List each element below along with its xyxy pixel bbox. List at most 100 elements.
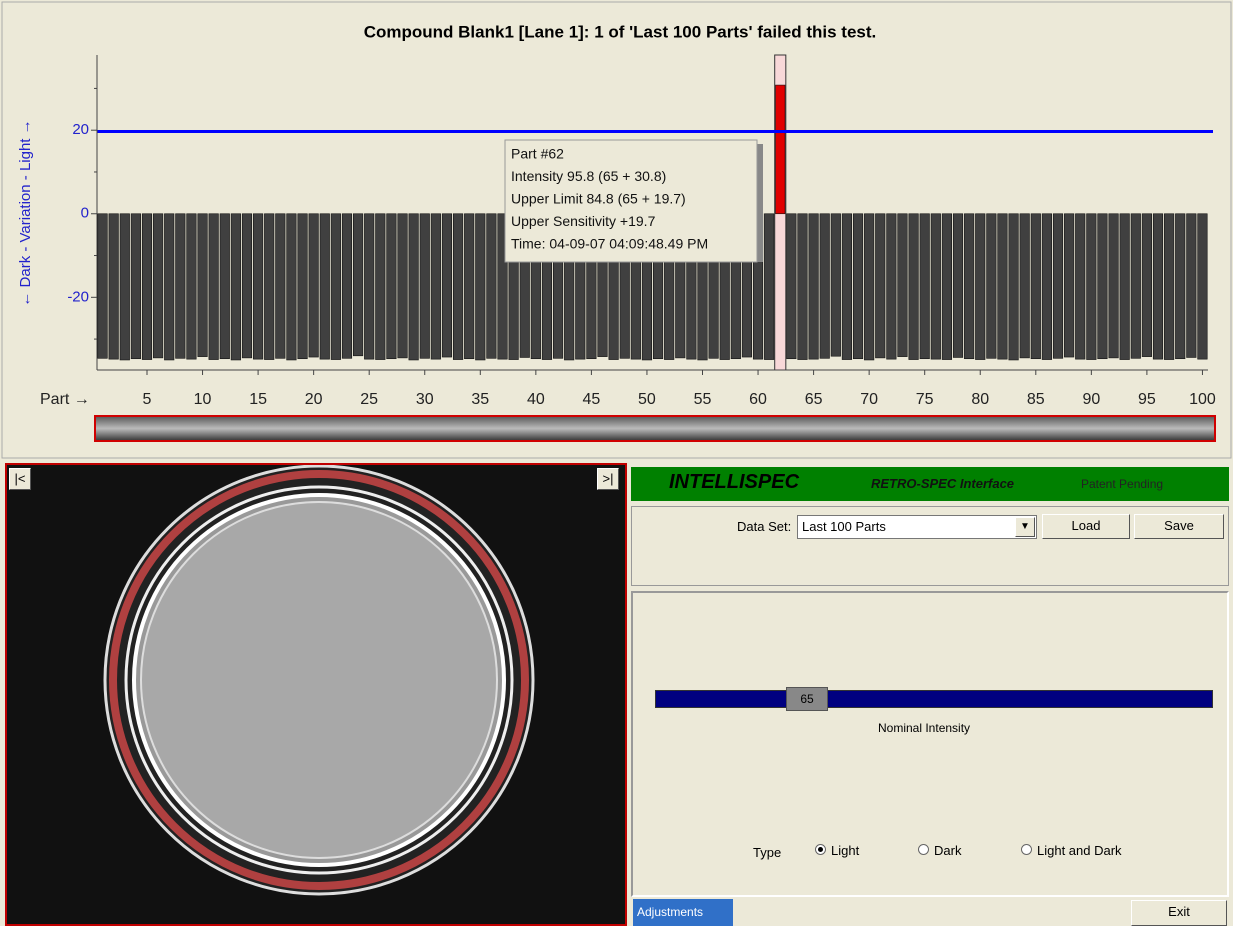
next-button[interactable]: >| — [597, 468, 619, 490]
bar — [231, 214, 241, 360]
bar — [176, 214, 186, 359]
bar — [442, 214, 452, 357]
tooltip-line: Upper Sensitivity +19.7 — [511, 213, 656, 229]
bar — [1042, 214, 1052, 360]
load-button[interactable]: Load — [1042, 514, 1130, 539]
tooltip-line: Upper Limit 84.8 (65 + 19.7) — [511, 191, 686, 207]
bar — [320, 214, 330, 359]
bar — [1031, 214, 1041, 359]
bar — [287, 214, 297, 360]
save-button[interactable]: Save — [1134, 514, 1224, 539]
x-tick-label: 55 — [694, 391, 712, 408]
bar — [942, 214, 952, 360]
bar — [220, 214, 230, 359]
bar — [364, 214, 374, 359]
radio-light-dark[interactable]: Light and Dark — [1021, 843, 1122, 858]
bar — [1075, 214, 1085, 359]
x-axis-label: Part → — [40, 391, 90, 408]
x-tick-label: 60 — [749, 391, 767, 408]
prev-button[interactable]: |< — [9, 468, 31, 490]
adjustments-tab[interactable]: Adjustments — [633, 899, 733, 926]
chart-title: Compound Blank1 [Lane 1]: 1 of 'Last 100… — [364, 22, 877, 41]
bar — [1020, 214, 1030, 358]
bar — [398, 214, 408, 358]
bar — [1009, 214, 1019, 360]
option-label: Light — [831, 843, 859, 858]
bar — [809, 214, 819, 359]
bar — [1131, 214, 1141, 359]
x-tick-label: 80 — [971, 391, 989, 408]
x-tick-label: 20 — [305, 391, 323, 408]
tooltip-line: Intensity 95.8 (65 + 30.8) — [511, 168, 666, 184]
radio-dark[interactable]: Dark — [918, 843, 961, 858]
bar — [1153, 214, 1163, 359]
adjustments-panel: 65 Nominal Intensity Type Light Dark Lig… — [631, 591, 1229, 897]
data-set-select[interactable]: Last 100 Parts ▼ — [797, 515, 1037, 539]
exit-button[interactable]: Exit — [1131, 900, 1227, 926]
bar — [975, 214, 985, 360]
tooltip-line: Time: 04-09-07 04:09:48.49 PM — [511, 236, 708, 252]
bar — [853, 214, 863, 359]
bar — [120, 214, 130, 360]
slider-handle[interactable]: 65 — [786, 687, 828, 711]
radio-light[interactable]: Light — [815, 843, 859, 858]
bar — [964, 214, 974, 359]
cap-center — [141, 502, 497, 858]
dropdown-arrow[interactable]: ▼ — [1015, 517, 1035, 537]
bar — [909, 214, 919, 360]
bar — [820, 214, 830, 359]
x-tick-label: 15 — [249, 391, 267, 408]
brand: INTELLISPEC — [669, 471, 799, 494]
bar — [453, 214, 463, 360]
patent: Patent Pending — [1081, 477, 1163, 491]
bar — [131, 214, 141, 359]
part-image — [7, 465, 625, 924]
bar — [1098, 214, 1108, 359]
bar — [464, 214, 474, 359]
bar — [487, 214, 497, 359]
bar — [920, 214, 930, 359]
bar — [998, 214, 1008, 359]
slider-track[interactable] — [655, 690, 1213, 708]
bar — [787, 214, 797, 359]
bar — [1053, 214, 1063, 359]
tooltip-line: Part #62 — [511, 146, 564, 162]
bar — [1064, 214, 1074, 357]
bar — [842, 214, 852, 360]
y-axis-label: ← Dark - Variation - Light → — [17, 119, 34, 306]
x-tick-label: 75 — [916, 391, 934, 408]
bar — [1109, 214, 1119, 358]
x-tick-label: 50 — [638, 391, 656, 408]
bar — [264, 214, 274, 360]
data-set-label: Data Set: — [737, 519, 791, 534]
bar — [331, 214, 341, 360]
bar — [209, 214, 219, 360]
bar — [875, 214, 885, 358]
x-tick-label: 5 — [143, 391, 152, 408]
bar — [953, 214, 963, 358]
x-tick-label: 90 — [1082, 391, 1100, 408]
bar — [1198, 214, 1208, 359]
y-tick-label: 0 — [81, 205, 89, 222]
bar — [242, 214, 252, 358]
bar — [342, 214, 352, 359]
bar — [1164, 214, 1174, 360]
bar — [409, 214, 419, 360]
data-set-value: Last 100 Parts — [802, 519, 886, 534]
x-tick-label: 85 — [1027, 391, 1045, 408]
chart: Compound Blank1 [Lane 1]: 1 of 'Last 100… — [0, 0, 1233, 460]
x-tick-label: 40 — [527, 391, 545, 408]
bar — [420, 214, 430, 359]
film-strip — [95, 416, 1215, 441]
bar — [476, 214, 486, 360]
bar — [298, 214, 308, 359]
bar — [309, 214, 319, 357]
bar — [109, 214, 119, 359]
bar — [187, 214, 197, 359]
x-tick-label: 95 — [1138, 391, 1156, 408]
x-tick-label: 70 — [860, 391, 878, 408]
bar — [864, 214, 874, 360]
x-tick-label: 45 — [582, 391, 600, 408]
bar — [98, 214, 108, 359]
bar — [987, 214, 997, 359]
